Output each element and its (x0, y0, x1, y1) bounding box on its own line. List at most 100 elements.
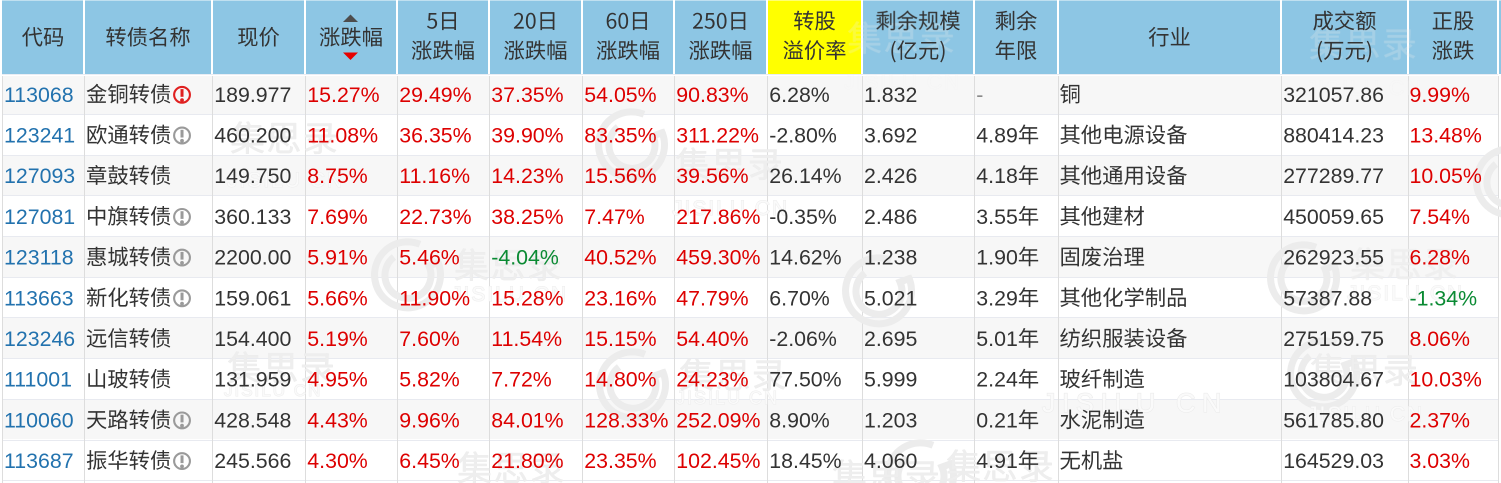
svg-text:47.79%: 47.79% (676, 286, 748, 310)
svg-text:JISILU CN: JISILU CN (676, 388, 779, 408)
svg-text:113687: 113687 (4, 449, 74, 473)
svg-text:6.70%: 6.70% (769, 286, 830, 310)
svg-text:2.24: 2.24 (976, 368, 1018, 392)
svg-text:2.426: 2.426 (864, 164, 917, 188)
svg-text:149.750: 149.750 (214, 164, 291, 188)
svg-text:103804.67: 103804.67 (1283, 368, 1384, 392)
svg-text:JISILU CN: JISILU CN (844, 71, 961, 94)
svg-text:7.54%: 7.54% (1410, 205, 1471, 229)
svg-text:1.90: 1.90 (976, 246, 1018, 270)
svg-text:2.486: 2.486 (864, 205, 917, 229)
svg-text:5.66%: 5.66% (307, 286, 368, 310)
svg-text:3.55: 3.55 (976, 205, 1018, 229)
svg-text:5.46%: 5.46% (399, 246, 460, 270)
svg-text:7.47%: 7.47% (584, 205, 645, 229)
svg-text:13.48%: 13.48% (1410, 124, 1482, 148)
svg-text:127093: 127093 (4, 164, 75, 188)
svg-text:0.21: 0.21 (976, 408, 1018, 432)
svg-text:8.06%: 8.06% (1410, 327, 1471, 351)
svg-text:JISILU CN: JISILU CN (672, 197, 789, 220)
svg-text:110060: 110060 (4, 408, 74, 432)
svg-text:4.95%: 4.95% (307, 368, 368, 392)
svg-text:54.40%: 54.40% (676, 327, 748, 351)
svg-text:-0.35%: -0.35% (769, 205, 837, 229)
svg-text:54.05%: 54.05% (584, 83, 656, 107)
svg-text:360.133: 360.133 (214, 205, 291, 229)
svg-text:57387.88: 57387.88 (1283, 286, 1372, 310)
svg-text:11.08%: 11.08% (307, 124, 378, 148)
svg-text:4.91: 4.91 (976, 449, 1018, 473)
svg-text:159.061: 159.061 (214, 286, 291, 310)
svg-text:8.75%: 8.75% (307, 164, 368, 188)
svg-text:277289.77: 277289.77 (1283, 164, 1384, 188)
svg-text:15.28%: 15.28% (491, 286, 563, 310)
svg-text:15.27%: 15.27% (307, 83, 379, 107)
svg-text:1.203: 1.203 (864, 408, 917, 432)
svg-text:JISILU CN: JISILU CN (1306, 77, 1423, 100)
svg-text:23.16%: 23.16% (584, 286, 656, 310)
svg-text:JISILU CN: JISILU CN (451, 283, 568, 306)
svg-text:123241: 123241 (4, 124, 75, 148)
svg-text:22.73%: 22.73% (399, 205, 471, 229)
svg-text:15.56%: 15.56% (584, 164, 656, 188)
svg-text:5.91%: 5.91% (307, 246, 368, 270)
svg-text:428.548: 428.548 (214, 408, 291, 432)
svg-text:880414.23: 880414.23 (1283, 124, 1384, 148)
svg-text:-2.06%: -2.06% (769, 327, 837, 351)
svg-text:18.45%: 18.45% (769, 449, 841, 473)
svg-text:127081: 127081 (4, 205, 75, 229)
svg-text:1.832: 1.832 (864, 83, 917, 107)
svg-text:11.16%: 11.16% (399, 164, 470, 188)
svg-text:275159.75: 275159.75 (1283, 327, 1384, 351)
svg-text:6.45%: 6.45% (399, 449, 460, 473)
svg-text:123246: 123246 (4, 327, 75, 351)
svg-text:-1.34%: -1.34% (1410, 286, 1478, 310)
svg-text:4.18: 4.18 (976, 164, 1018, 188)
svg-text:4.89: 4.89 (976, 124, 1018, 148)
svg-text:3.29: 3.29 (976, 286, 1018, 310)
svg-text:JISILU CN: JISILU CN (227, 169, 344, 192)
svg-text:90.83%: 90.83% (676, 83, 748, 107)
svg-text:5.021: 5.021 (864, 286, 917, 310)
svg-text:26.14%: 26.14% (769, 164, 841, 188)
svg-text:113068: 113068 (4, 83, 74, 107)
svg-text:-: - (976, 83, 983, 107)
svg-text:450059.65: 450059.65 (1283, 205, 1384, 229)
svg-text:131.959: 131.959 (214, 368, 291, 392)
svg-text:113663: 113663 (4, 286, 74, 310)
svg-text:4.43%: 4.43% (307, 408, 368, 432)
svg-text:-2.80%: -2.80% (769, 124, 837, 148)
svg-text:9.96%: 9.96% (399, 408, 460, 432)
svg-text:4.30%: 4.30% (307, 449, 368, 473)
svg-text:39.90%: 39.90% (491, 124, 563, 148)
svg-text:311.22%: 311.22% (676, 124, 759, 148)
svg-text:14.80%: 14.80% (584, 368, 656, 392)
svg-text:JISILU CN: JISILU CN (1307, 403, 1424, 426)
svg-text:1.238: 1.238 (864, 246, 917, 270)
svg-text:11.90%: 11.90% (399, 286, 470, 310)
svg-text:3.03%: 3.03% (1410, 449, 1471, 473)
svg-text:83.35%: 83.35% (584, 124, 656, 148)
svg-text:77.50%: 77.50% (769, 368, 841, 392)
svg-text:21.80%: 21.80% (491, 449, 563, 473)
svg-text:5.19%: 5.19% (307, 327, 368, 351)
svg-text:2.695: 2.695 (864, 327, 917, 351)
svg-text:23.35%: 23.35% (584, 449, 656, 473)
svg-text:24.23%: 24.23% (676, 368, 748, 392)
svg-text:14.62%: 14.62% (769, 246, 841, 270)
svg-text:38.25%: 38.25% (491, 205, 563, 229)
svg-text:39.56%: 39.56% (676, 164, 748, 188)
svg-text:9.99%: 9.99% (1410, 83, 1471, 107)
svg-text:7.69%: 7.69% (307, 205, 368, 229)
svg-text:189.977: 189.977 (214, 83, 291, 107)
svg-text:164529.03: 164529.03 (1283, 449, 1384, 473)
svg-text:2200.00: 2200.00 (214, 246, 291, 270)
svg-text:84.01%: 84.01% (491, 408, 563, 432)
svg-text:JISILU CN: JISILU CN (1347, 282, 1464, 305)
svg-text:217.86%: 217.86% (676, 205, 760, 229)
svg-text:11.54%: 11.54% (491, 327, 562, 351)
svg-text:14.23%: 14.23% (491, 164, 563, 188)
svg-text:7.72%: 7.72% (491, 368, 552, 392)
svg-text:154.400: 154.400 (214, 327, 291, 351)
svg-text:6.28%: 6.28% (769, 83, 830, 107)
